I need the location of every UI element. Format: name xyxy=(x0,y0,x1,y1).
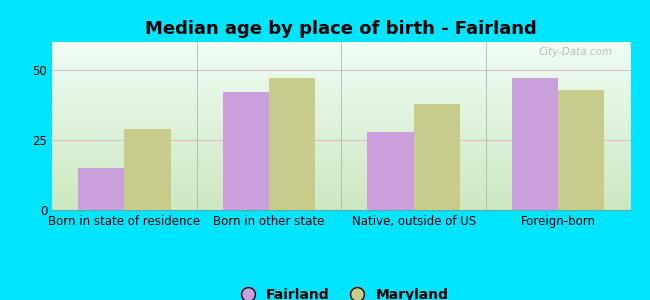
Bar xyxy=(78,168,124,210)
Bar xyxy=(558,90,605,210)
Legend: Fairland, Maryland: Fairland, Maryland xyxy=(229,282,454,300)
Title: Median age by place of birth - Fairland: Median age by place of birth - Fairland xyxy=(146,20,537,38)
Bar xyxy=(223,92,269,210)
Bar xyxy=(269,78,315,210)
Text: City-Data.com: City-Data.com xyxy=(539,47,613,57)
Bar xyxy=(512,78,558,210)
Bar xyxy=(124,129,170,210)
Bar xyxy=(367,132,413,210)
Bar xyxy=(413,103,460,210)
